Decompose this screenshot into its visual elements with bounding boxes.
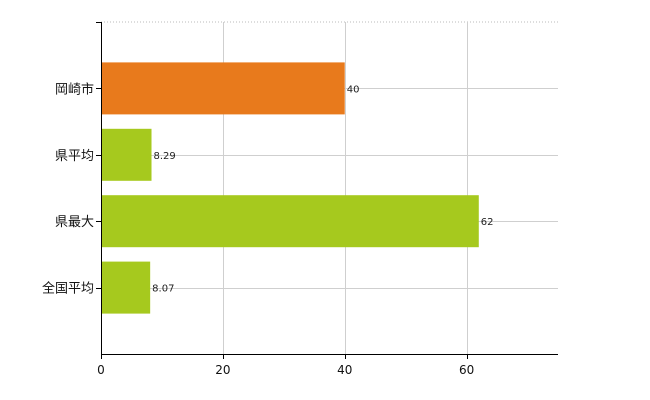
bar-0 xyxy=(101,62,345,115)
x-tick-label-2: 40 xyxy=(337,363,352,377)
data-label-3: 8.07 xyxy=(152,284,174,295)
category-label-2: 県最大 xyxy=(55,215,94,230)
category-label-0: 岡崎市 xyxy=(55,81,94,97)
category-label-3: 全国平均 xyxy=(42,281,94,297)
category-label-1: 県平均 xyxy=(55,149,94,164)
bar-1 xyxy=(101,128,152,181)
bar-2 xyxy=(101,195,479,248)
data-label-1: 8.29 xyxy=(154,151,176,162)
x-tick-label-1: 20 xyxy=(215,363,230,377)
x-tick-label-3: 60 xyxy=(459,363,474,377)
bars xyxy=(101,62,479,314)
axes xyxy=(96,22,558,359)
data-label-2: 62 xyxy=(481,217,494,228)
bar-3 xyxy=(101,261,151,314)
labels: 岡崎市 40 県平均 8.29 県最大 62 全国平均 8.07 0 20 40 60 xyxy=(42,81,494,377)
x-tick-label-0: 0 xyxy=(97,363,105,377)
data-label-0: 40 xyxy=(347,84,360,95)
